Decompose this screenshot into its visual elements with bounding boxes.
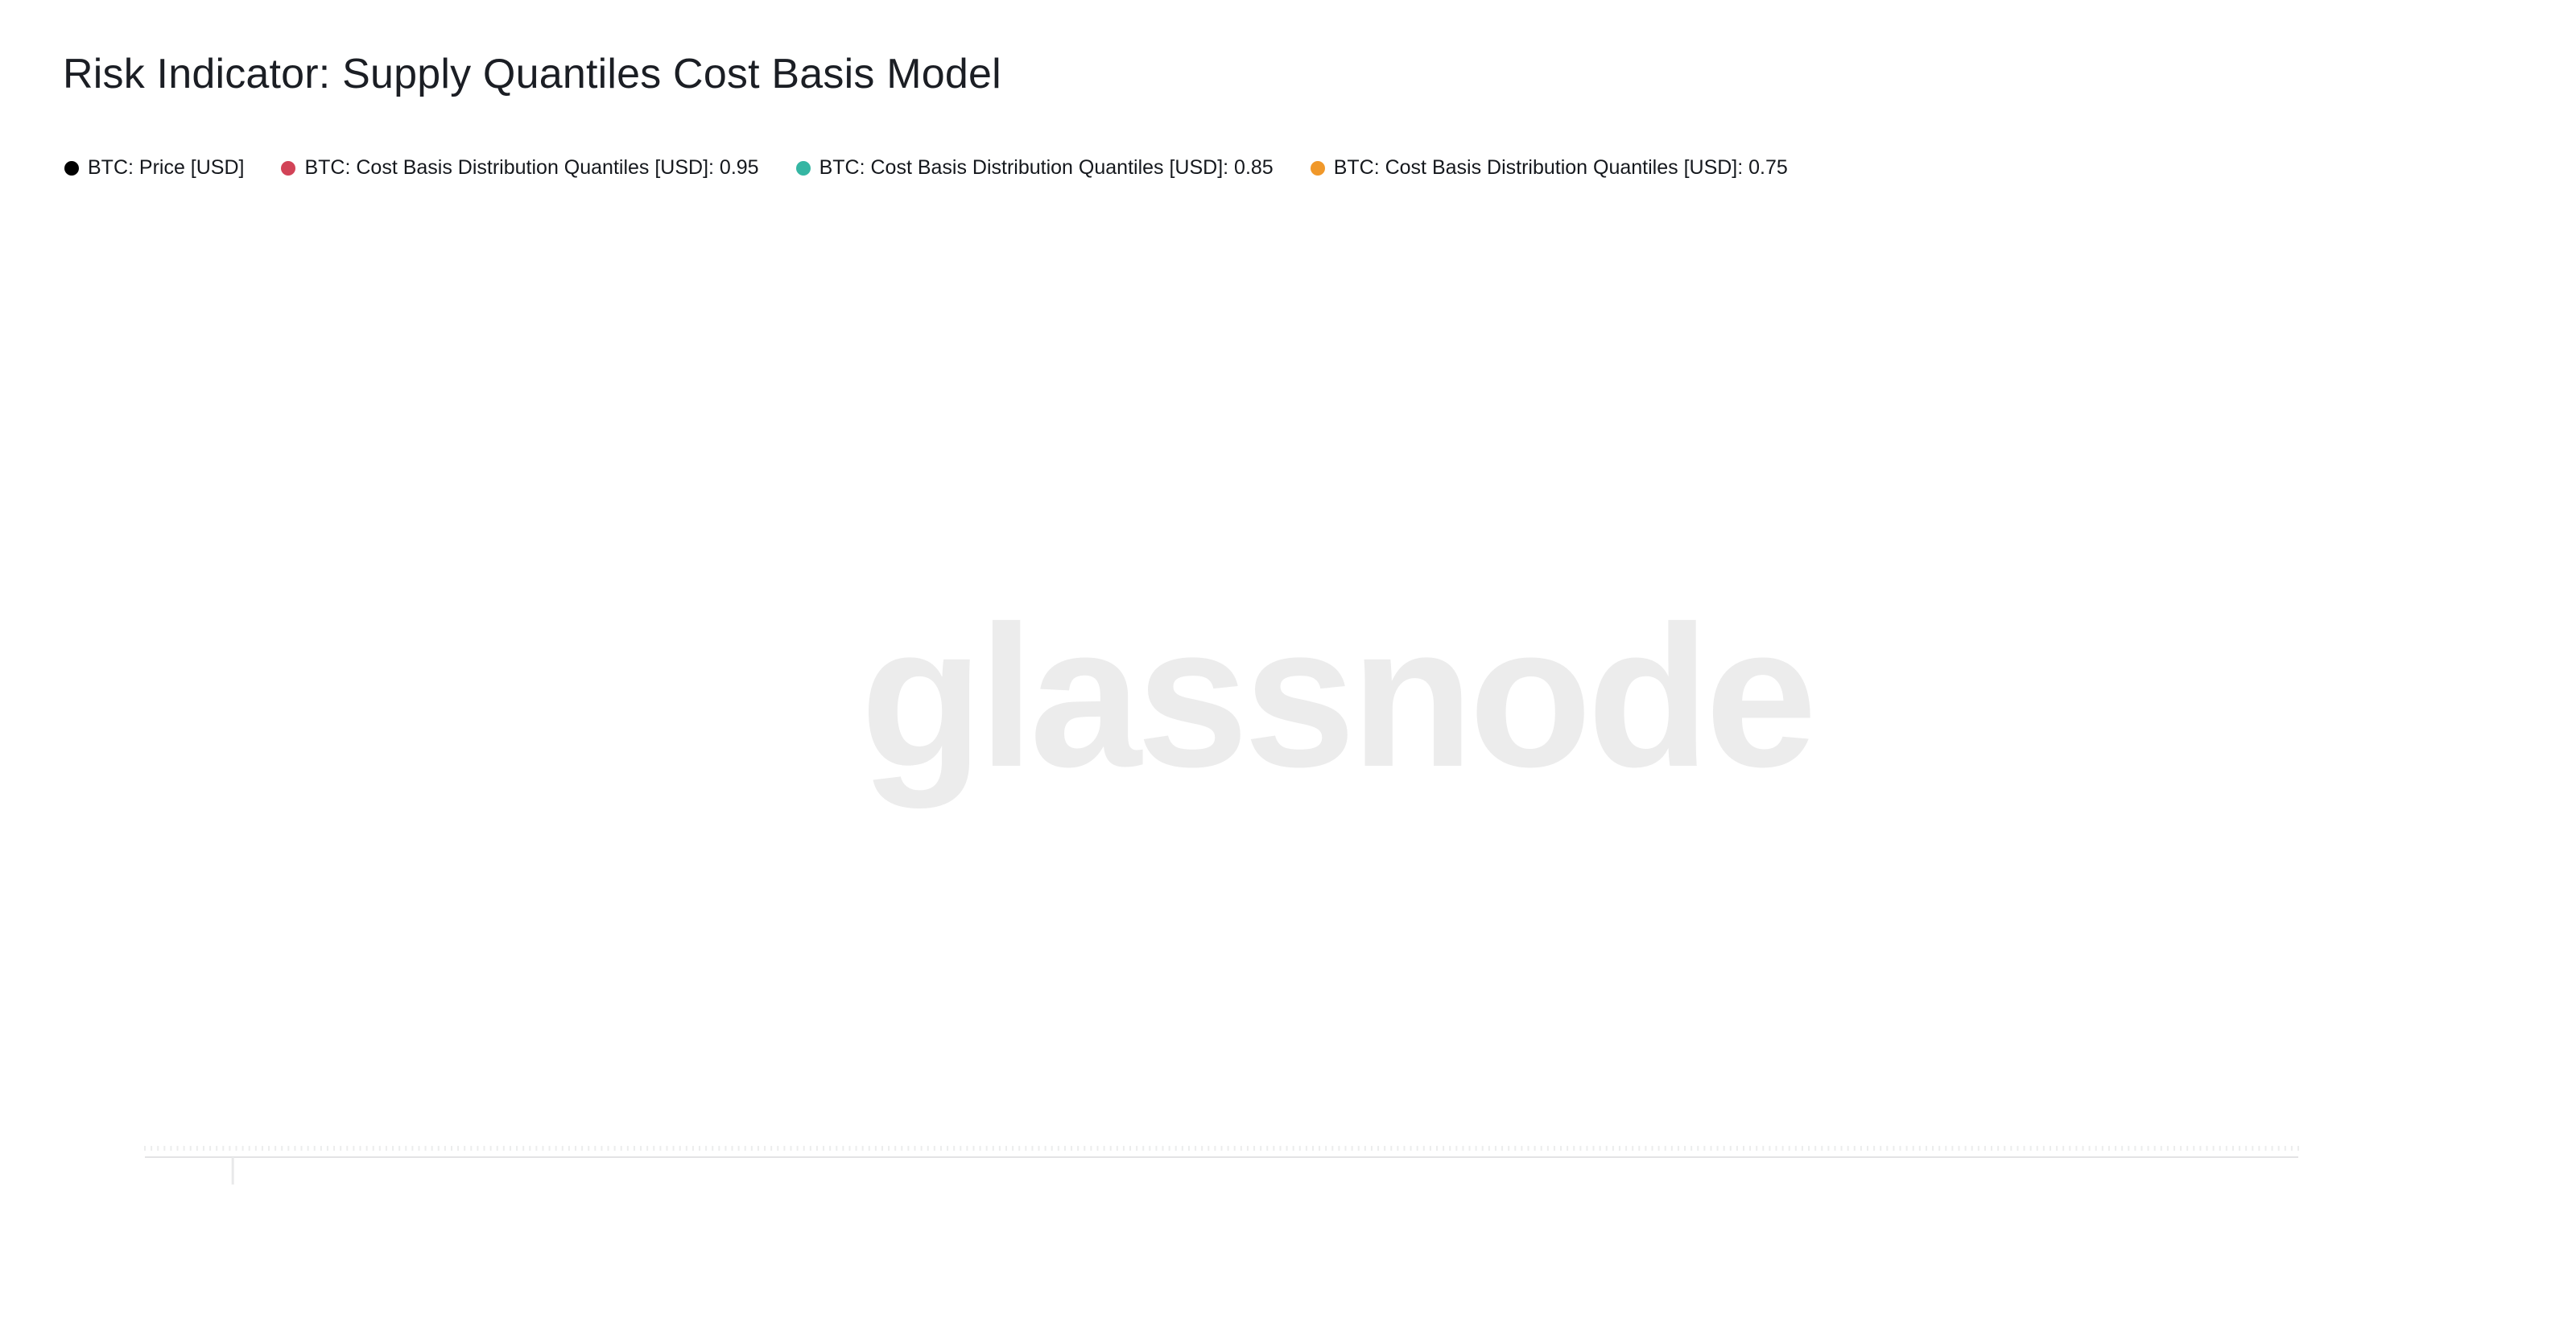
legend-color-dot-icon: [64, 160, 79, 176]
legend-item-q085[interactable]: BTC: Cost Basis Distribution Quantiles […: [795, 156, 1274, 179]
legend-item-q095[interactable]: BTC: Cost Basis Distribution Quantiles […: [281, 156, 759, 179]
chart-legend: BTC: Price [USD] BTC: Cost Basis Distribu…: [64, 158, 1825, 178]
legend-item-price[interactable]: BTC: Price [USD]: [64, 158, 244, 178]
legend-item-label: BTC: Price [USD]: [88, 156, 245, 179]
legend-color-dot-icon: [1310, 160, 1325, 176]
legend-item-label: BTC: Cost Basis Distribution Quantiles […: [819, 156, 1274, 179]
legend-item-label: BTC: Cost Basis Distribution Quantiles […: [1333, 156, 1788, 179]
legend-color-dot-icon: [281, 160, 296, 176]
page-title: Risk Indicator: Supply Quantiles Cost Ba…: [63, 51, 1001, 97]
legend-color-dot-icon: [795, 160, 811, 176]
legend-item-q075[interactable]: BTC: Cost Basis Distribution Quantiles […: [1310, 156, 1788, 179]
axis-group: [144, 1146, 2299, 1185]
legend-item-label: BTC: Cost Basis Distribution Quantiles […: [304, 156, 759, 179]
